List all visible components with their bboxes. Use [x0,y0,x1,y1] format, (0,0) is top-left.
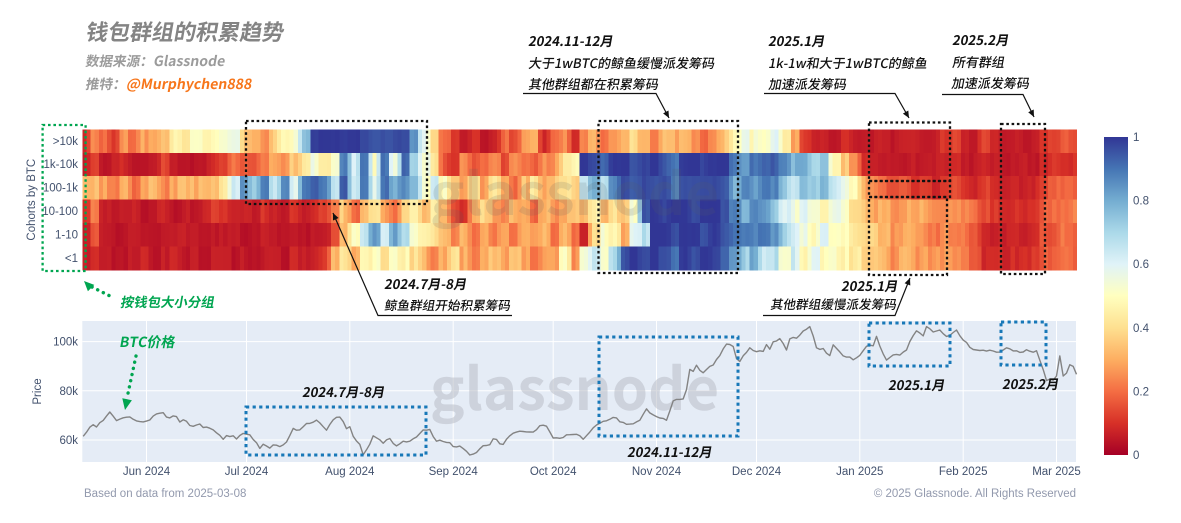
svg-text:100k: 100k [53,337,78,349]
svg-text:Price: Price [32,378,44,404]
svg-text:10-100: 10-100 [42,206,78,218]
svg-text:80k: 80k [59,386,78,398]
svg-text:Cohorts by BTC: Cohorts by BTC [26,159,38,241]
svg-text:Jun 2024: Jun 2024 [123,466,171,478]
svg-text:<1: <1 [65,253,78,265]
svg-text:0.2: 0.2 [1133,386,1149,398]
svg-text:0.4: 0.4 [1133,323,1150,335]
svg-text:Dec 2024: Dec 2024 [732,466,782,478]
svg-text:Mar 2025: Mar 2025 [1032,466,1081,478]
svg-text:1k-10k: 1k-10k [43,159,78,171]
svg-text:60k: 60k [59,435,78,447]
svg-text:Jan 2025: Jan 2025 [836,466,883,478]
svg-text:>10k: >10k [53,136,79,148]
svg-text:1-10: 1-10 [55,230,78,242]
svg-text:Nov 2024: Nov 2024 [632,466,682,478]
svg-text:© 2025 Glassnode. All Rights R: © 2025 Glassnode. All Rights Reserved [874,488,1076,500]
svg-text:Aug 2024: Aug 2024 [325,466,375,478]
svg-text:0.6: 0.6 [1133,259,1149,271]
svg-text:0: 0 [1133,450,1139,462]
svg-text:Sep 2024: Sep 2024 [429,466,479,478]
svg-text:100-1k: 100-1k [43,183,78,195]
svg-text:Feb 2025: Feb 2025 [939,466,988,478]
svg-text:0.8: 0.8 [1133,196,1149,208]
svg-text:Oct 2024: Oct 2024 [530,466,577,478]
svg-text:Jul 2024: Jul 2024 [225,466,269,478]
svg-text:1: 1 [1133,132,1139,144]
svg-text:Based on data from 2025-03-08: Based on data from 2025-03-08 [84,488,246,500]
